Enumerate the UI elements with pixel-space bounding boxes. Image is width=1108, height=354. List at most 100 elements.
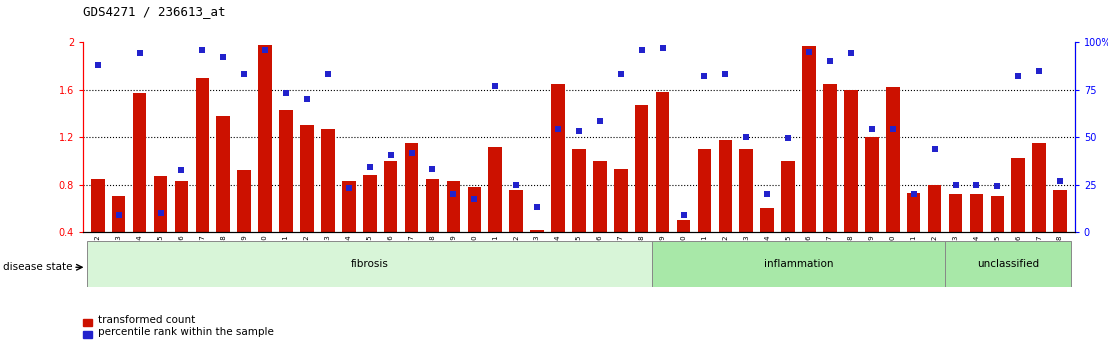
Point (633, 47, 650, 52)
Point (382, 152, 400, 158)
Point (821, 58, 839, 64)
Point (1009, 73, 1027, 79)
Bar (133, 93, 146, 232)
Bar (739, 149, 753, 232)
Bar (216, 116, 230, 232)
Bar (906, 193, 921, 232)
Point (550, 126, 567, 132)
Bar (1033, 143, 1046, 232)
Point (925, 146, 943, 152)
Bar (698, 149, 711, 232)
Bar (653, 241, 945, 287)
Point (654, 46, 671, 51)
Bar (363, 175, 377, 232)
Point (277, 91, 295, 96)
Point (1030, 68, 1048, 74)
Text: disease state: disease state (3, 262, 73, 272)
Point (256, 47, 274, 52)
Bar (447, 181, 460, 232)
Point (800, 49, 818, 55)
Bar (781, 161, 794, 232)
Point (507, 182, 525, 187)
Point (946, 182, 964, 187)
Text: GDS4271 / 236613_at: GDS4271 / 236613_at (83, 5, 226, 18)
Point (675, 212, 692, 218)
Point (423, 166, 441, 172)
Point (402, 150, 420, 155)
Bar (342, 181, 356, 232)
Point (612, 72, 629, 77)
Bar (991, 196, 1004, 232)
Bar (865, 137, 879, 232)
Bar (91, 179, 104, 232)
Bar (531, 229, 544, 232)
Point (988, 183, 1006, 189)
Bar (886, 87, 900, 232)
Point (863, 126, 881, 132)
Bar (300, 125, 314, 232)
Point (570, 129, 587, 134)
Point (215, 54, 233, 59)
Bar (572, 149, 586, 232)
Bar (404, 143, 419, 232)
Point (1051, 178, 1069, 184)
Bar (677, 220, 690, 232)
Text: unclassified: unclassified (977, 259, 1039, 269)
Bar (88, 241, 653, 287)
Bar (383, 161, 398, 232)
Bar (510, 190, 523, 232)
Bar (279, 110, 293, 232)
Bar (945, 241, 1070, 287)
Point (194, 47, 212, 52)
Bar (1012, 159, 1025, 232)
Bar (823, 84, 837, 232)
Bar (844, 90, 858, 232)
Point (235, 72, 253, 77)
Bar (489, 147, 502, 232)
Point (89, 62, 106, 68)
Bar (719, 139, 732, 232)
Point (842, 50, 860, 56)
Point (152, 210, 170, 216)
Text: inflammation: inflammation (763, 259, 833, 269)
Text: transformed count: transformed count (98, 315, 195, 325)
Point (486, 84, 504, 89)
Point (340, 185, 358, 191)
Bar (175, 181, 188, 232)
Point (319, 72, 337, 77)
Bar (258, 45, 271, 232)
Point (173, 167, 191, 173)
Point (738, 135, 756, 140)
Point (298, 97, 316, 102)
Point (717, 72, 735, 77)
Bar (195, 78, 209, 232)
Bar (112, 196, 125, 232)
Text: percentile rank within the sample: percentile rank within the sample (98, 327, 274, 337)
Point (131, 50, 148, 56)
Point (591, 118, 608, 124)
Bar (1054, 190, 1067, 232)
Bar (468, 187, 481, 232)
Point (444, 191, 462, 197)
Bar (237, 170, 252, 232)
Bar (948, 194, 963, 232)
Bar (927, 184, 942, 232)
Point (465, 196, 483, 201)
Point (779, 136, 797, 141)
Bar (802, 46, 815, 232)
Point (110, 212, 127, 218)
Bar (614, 169, 627, 232)
Bar (635, 105, 648, 232)
Point (696, 73, 714, 79)
Bar (321, 129, 335, 232)
Point (758, 191, 776, 197)
Text: fibrosis: fibrosis (351, 259, 389, 269)
Bar (154, 176, 167, 232)
Point (905, 191, 923, 197)
Point (884, 126, 902, 132)
Bar (551, 84, 565, 232)
Point (967, 182, 985, 187)
Bar (760, 208, 774, 232)
Bar (656, 92, 669, 232)
Point (529, 204, 546, 210)
